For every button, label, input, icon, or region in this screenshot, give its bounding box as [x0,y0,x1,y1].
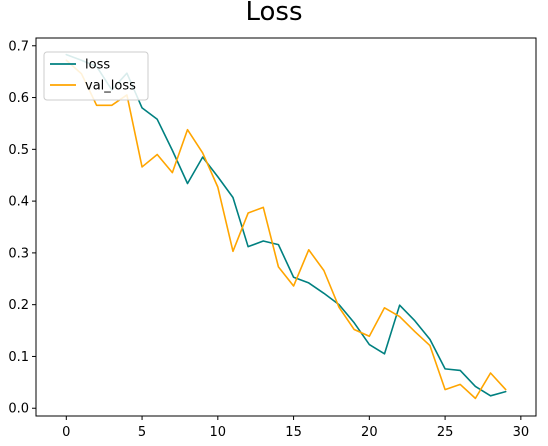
y-tick-label: 0.0 [8,402,29,417]
y-tick-label: 0.6 [8,91,29,106]
y-tick-label: 0.1 [8,350,29,365]
x-tick-label: 15 [285,425,302,440]
y-tick-label: 0.7 [8,39,29,54]
series-line-loss [65,53,507,397]
x-tick-label: 0 [62,425,70,440]
chart-title: Loss [245,0,303,27]
x-tick-label: 25 [437,425,454,440]
x-tick-label: 5 [138,425,146,440]
y-tick-label: 0.5 [8,143,29,158]
x-tick-label: 30 [513,425,530,440]
y-tick-label: 0.3 [8,246,29,261]
legend-label-val-loss: val_loss [85,79,136,94]
x-tick-label: 10 [210,425,227,440]
plot-frame [35,37,537,417]
series-line-val-loss [65,59,507,400]
legend-label-loss: loss [85,58,110,73]
x-tick-label: 20 [361,425,378,440]
y-tick-label: 0.4 [8,195,29,210]
y-tick-label: 0.2 [8,298,29,313]
